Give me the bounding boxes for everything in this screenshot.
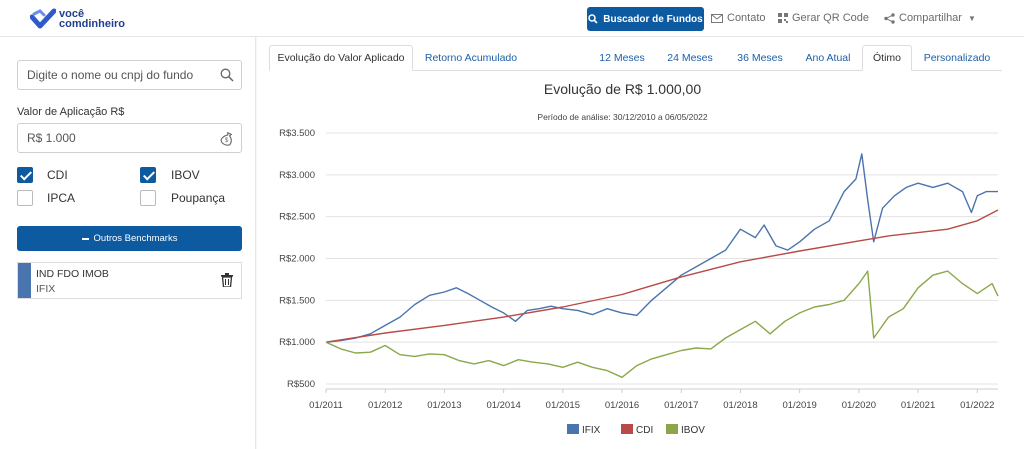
x-tick-label: 01/2011 xyxy=(309,400,343,411)
chart-title: Evolução de R$ 1.000,00 xyxy=(543,81,702,97)
share-label: Compartilhar xyxy=(899,12,962,24)
ibov-label: IBOV xyxy=(171,168,200,182)
minus-icon xyxy=(81,237,89,240)
x-tick-label: 01/2015 xyxy=(546,400,580,411)
fund-color-bar xyxy=(18,263,31,298)
tab-evolucao[interactable]: Evolução do Valor Aplicado xyxy=(269,45,413,71)
y-tick-label: R$1.000 xyxy=(279,337,315,348)
logo-line-1: você xyxy=(59,8,85,20)
series-line-ifix xyxy=(325,153,998,343)
series-line-ibov xyxy=(325,270,999,378)
search-icon xyxy=(588,14,598,24)
poupanca-label: Poupança xyxy=(171,191,226,205)
qr-code-icon xyxy=(778,13,788,23)
money-bag-icon: $ xyxy=(220,131,233,146)
cdi-checkbox[interactable] xyxy=(17,167,33,183)
envelope-icon xyxy=(711,13,723,23)
svg-text:$: $ xyxy=(225,138,229,144)
logo[interactable]: você comdinheiro xyxy=(29,8,126,30)
legend-label-ibov[interactable]: IBOV xyxy=(681,425,705,436)
search-funds-button[interactable]: Buscador de Fundos xyxy=(587,7,704,31)
main-panel: Evolução do Valor Aplicado Retorno Acumu… xyxy=(257,37,1024,449)
fund-ticker: IFIX xyxy=(36,283,56,295)
x-tick-label: 01/2019 xyxy=(782,400,816,411)
ipca-checkbox[interactable] xyxy=(17,190,33,206)
tab-divider-right xyxy=(912,70,1002,71)
y-tick-label: R$3.000 xyxy=(279,170,315,181)
trash-icon[interactable] xyxy=(221,273,233,287)
tab-otimo[interactable]: Ótimo xyxy=(862,45,912,71)
sidebar: Digite o nome ou cnpj do fundo Valor de … xyxy=(0,37,256,449)
tab-12-meses[interactable]: 12 Meses xyxy=(599,52,645,64)
legend-label-cdi[interactable]: CDI xyxy=(636,425,653,436)
logo-mark-icon xyxy=(29,8,57,30)
tab-personalizado[interactable]: Personalizado xyxy=(923,52,991,64)
ipca-label: IPCA xyxy=(47,191,76,205)
x-tick-label: 01/2021 xyxy=(901,400,935,411)
y-tick-label: R$2.000 xyxy=(279,254,315,265)
magnifier-icon[interactable] xyxy=(220,68,234,82)
legend-swatch-ibov xyxy=(666,424,678,434)
amount-label: Valor de Aplicação R$ xyxy=(17,106,125,118)
x-tick-label: 01/2016 xyxy=(605,400,639,411)
amount-value: R$ 1.000 xyxy=(27,131,76,145)
tab-divider xyxy=(413,70,862,71)
x-tick-label: 01/2022 xyxy=(960,400,994,411)
tab-24-meses[interactable]: 24 Meses xyxy=(667,52,713,64)
search-funds-label: Buscador de Fundos xyxy=(603,13,703,25)
y-tick-label: R$500 xyxy=(287,379,315,390)
x-tick-label: 01/2014 xyxy=(486,400,520,411)
x-tick-label: 01/2017 xyxy=(664,400,698,411)
other-benchmarks-label: Outros Benchmarks xyxy=(93,233,178,244)
fund-search-placeholder: Digite o nome ou cnpj do fundo xyxy=(27,68,194,82)
caret-down-icon: ▼ xyxy=(967,13,976,23)
x-tick-label: 01/2020 xyxy=(842,400,876,411)
top-bar: você comdinheiro Buscador de Fundos Cont… xyxy=(0,0,1024,37)
ibov-checkbox[interactable] xyxy=(140,167,156,183)
y-tick-label: R$1.500 xyxy=(279,295,315,306)
poupanca-checkbox[interactable] xyxy=(140,190,156,206)
fund-search-input[interactable]: Digite o nome ou cnpj do fundo xyxy=(17,60,242,90)
legend-label-ifix[interactable]: IFIX xyxy=(582,425,601,436)
y-tick-label: R$2.500 xyxy=(279,212,315,223)
legend-swatch-ifix xyxy=(567,424,579,434)
chart-subtitle: Período de análise: 30/12/2010 a 06/05/2… xyxy=(537,112,708,122)
qr-code-link[interactable]: Gerar QR Code xyxy=(778,12,869,24)
fund-card[interactable]: IND FDO IMOB IFIX xyxy=(17,262,242,299)
x-tick-label: 01/2012 xyxy=(368,400,402,411)
contact-label: Contato xyxy=(727,12,766,24)
series-line-cdi xyxy=(325,209,999,343)
legend-swatch-cdi xyxy=(621,424,633,434)
other-benchmarks-button[interactable]: Outros Benchmarks xyxy=(17,226,242,251)
share-dropdown[interactable]: Compartilhar ▼ xyxy=(884,12,976,24)
qr-code-label: Gerar QR Code xyxy=(792,12,870,24)
amount-input[interactable]: R$ 1.000 $ xyxy=(17,123,242,153)
x-tick-label: 01/2018 xyxy=(723,400,757,411)
tab-36-meses[interactable]: 36 Meses xyxy=(737,52,783,64)
fund-name: IND FDO IMOB xyxy=(36,268,109,280)
share-icon xyxy=(884,12,895,24)
contact-link[interactable]: Contato xyxy=(711,12,766,24)
logo-line-2: comdinheiro xyxy=(59,18,126,30)
tab-retorno[interactable]: Retorno Acumulado xyxy=(424,52,518,64)
line-chart: R$3.500 R$3.000 R$2.500 R$2.000 R$1.500 R$1.0… xyxy=(279,128,999,436)
y-tick-label: R$3.500 xyxy=(279,128,315,139)
cdi-label: CDI xyxy=(47,168,68,182)
x-tick-label: 01/2013 xyxy=(427,400,461,411)
tab-ano-atual[interactable]: Ano Atual xyxy=(805,52,851,64)
